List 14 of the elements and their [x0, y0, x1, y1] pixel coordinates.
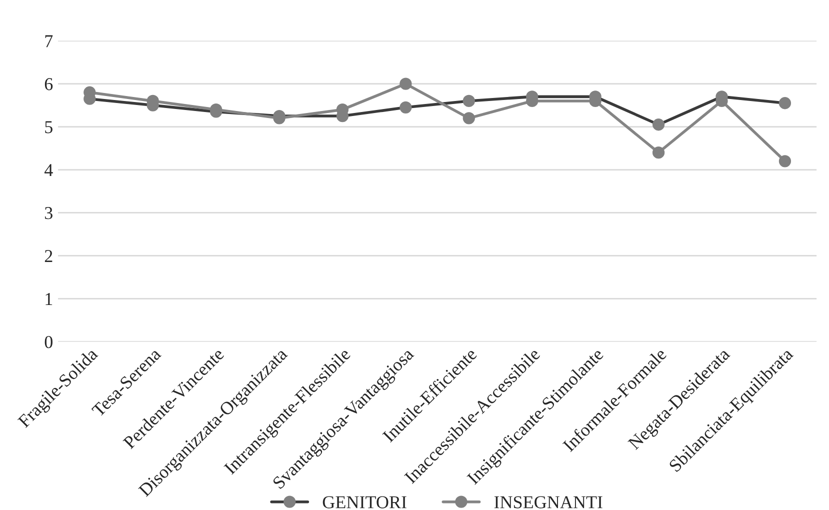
y-tick-label: 6: [44, 78, 53, 90]
point: [652, 146, 665, 159]
y-tick-label: 1: [46, 293, 52, 305]
legend-label: INSEGNANTI: [494, 496, 602, 508]
point: [778, 155, 792, 168]
y-tick-label: 4: [44, 164, 53, 176]
y-tick-label: 7: [45, 35, 53, 48]
legend-label: GENITORI: [322, 496, 406, 508]
y-tick-label: 0: [44, 336, 52, 348]
point: [462, 112, 475, 124]
y-tick-label: 5: [45, 121, 52, 134]
y-tick-label: 2: [44, 250, 52, 262]
point: [400, 78, 412, 90]
y-tick-label: 3: [45, 207, 52, 220]
